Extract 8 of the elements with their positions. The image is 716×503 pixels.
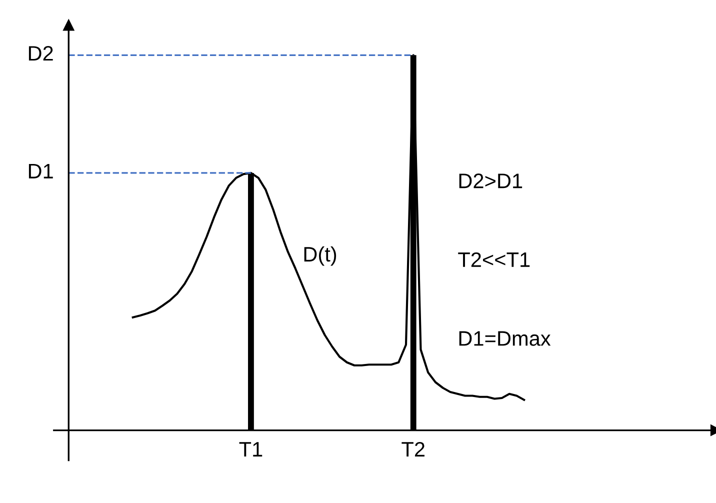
- x-tick-label: T2: [402, 442, 424, 456]
- annotation: D1=Dmax: [459, 331, 551, 346]
- x-tick-label: T1: [239, 442, 262, 456]
- ref-line-label: D2: [28, 46, 53, 61]
- annotation: D(t): [304, 246, 336, 266]
- ref-line-label: D1: [28, 164, 53, 178]
- annotation: D2>D1: [459, 174, 522, 188]
- annotation: T2<<T1: [458, 252, 530, 267]
